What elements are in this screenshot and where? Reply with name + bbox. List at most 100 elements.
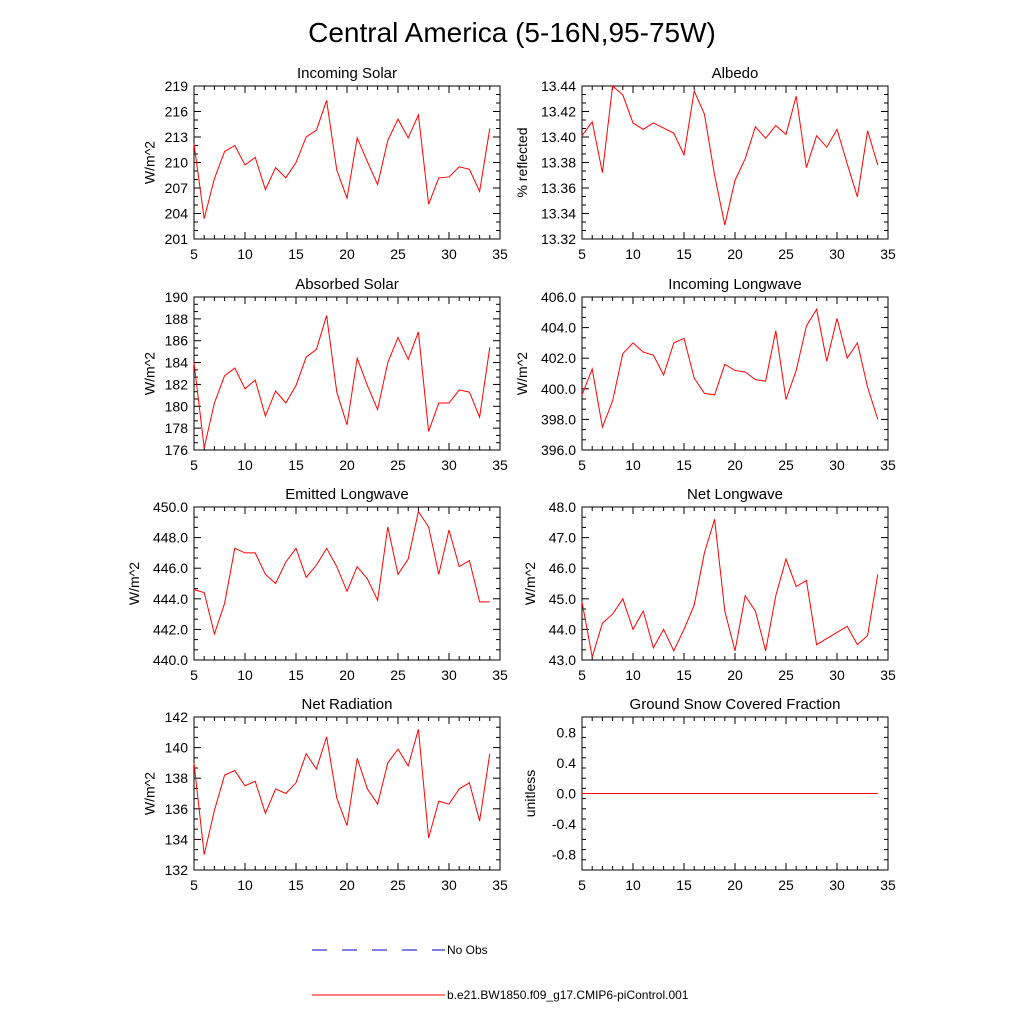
y-tick-label: 43.0: [549, 652, 576, 668]
x-tick-label: 35: [880, 457, 896, 473]
y-axis-label: W/m^2: [514, 352, 530, 395]
y-tick-label: 142: [165, 709, 189, 725]
y-tick-label: 13.32: [541, 231, 576, 247]
x-tick-label: 30: [829, 667, 845, 683]
panel-incoming-solar: Incoming Solar 5 10 15 20 25 30 35 201 204 207 210 2…: [142, 65, 508, 262]
series-line-b-e21-bw1850-f09-g17-cmip6-picontrol-001: [193, 510, 490, 636]
plot-frame: [193, 296, 501, 451]
x-tick-label: 25: [778, 457, 794, 473]
y-tick-label: 0.4: [557, 755, 577, 771]
x-tick-label: 10: [625, 877, 641, 893]
legend-label: No Obs: [447, 943, 488, 957]
x-tick-label: 25: [778, 877, 794, 893]
panel-ground-snow-covered-fraction: Ground Snow Covered Fraction 5 10 15 20 25 30 3…: [522, 696, 896, 893]
series-line-b-e21-bw1850-f09-g17-cmip6-picontrol-001: [581, 519, 879, 658]
x-tick-label: 20: [339, 457, 355, 473]
y-tick-label: 190: [165, 289, 189, 305]
y-tick-label: 180: [165, 398, 189, 414]
y-tick-label: 45.0: [549, 591, 576, 607]
x-tick-label: 35: [880, 667, 896, 683]
x-tick-label: 15: [288, 877, 304, 893]
panel-albedo: Albedo 5 10 15 20 25 30 35 13.32 13.34 13.36 13.38 1…: [514, 65, 896, 262]
y-tick-label: -0.4: [552, 816, 576, 832]
series-line-b-e21-bw1850-f09-g17-cmip6-picontrol-001: [193, 100, 491, 219]
panel-title: Net Longwave: [687, 486, 783, 503]
y-tick-label: 402.0: [541, 350, 576, 366]
x-tick-label: 15: [676, 246, 692, 262]
panel-title: Albedo: [712, 65, 759, 82]
x-tick-label: 25: [778, 246, 794, 262]
y-tick-label: 0.8: [557, 724, 577, 740]
x-tick-label: 25: [390, 457, 406, 473]
y-tick-label: 398.0: [541, 411, 576, 427]
y-tick-label: 188: [165, 311, 189, 327]
y-tick-label: 210: [165, 155, 189, 171]
x-tick-label: 5: [190, 667, 198, 683]
y-tick-label: 400.0: [541, 381, 576, 397]
x-tick-label: 5: [578, 457, 586, 473]
y-tick-label: 213: [165, 129, 189, 145]
y-tick-label: 442.0: [153, 621, 188, 637]
y-tick-label: 207: [165, 180, 189, 196]
x-tick-label: 15: [288, 667, 304, 683]
x-tick-label: 30: [829, 246, 845, 262]
series-line-b-e21-bw1850-f09-g17-cmip6-picontrol-001: [581, 307, 879, 429]
y-tick-label: 47.0: [549, 530, 576, 546]
y-tick-label: 204: [165, 206, 189, 222]
panel-net-longwave: Net Longwave 5 10 15 20 25 30 35 43.0 44.0 45.0 46.…: [522, 486, 896, 683]
panel-incoming-longwave: Incoming Longwave 5 10 15 20 25 30 35 396.0 398.0…: [514, 276, 896, 473]
y-tick-label: 450.0: [153, 499, 188, 515]
x-tick-label: 10: [237, 667, 253, 683]
figure-title: Central America (5-16N,95-75W): [308, 17, 716, 48]
x-tick-label: 30: [441, 246, 457, 262]
y-tick-label: 132: [165, 862, 189, 878]
y-tick-label: 404.0: [541, 320, 576, 336]
y-tick-label: 216: [165, 104, 189, 120]
y-tick-label: 178: [165, 420, 189, 436]
panel-title: Emitted Longwave: [285, 486, 408, 503]
x-tick-label: 35: [492, 877, 508, 893]
x-tick-label: 30: [829, 877, 845, 893]
x-tick-label: 30: [441, 457, 457, 473]
y-tick-label: 219: [165, 78, 189, 94]
x-tick-label: 20: [339, 877, 355, 893]
y-tick-label: 444.0: [153, 591, 188, 607]
x-tick-label: 35: [492, 667, 508, 683]
x-tick-label: 35: [880, 246, 896, 262]
panel-title: Ground Snow Covered Fraction: [630, 696, 841, 713]
x-tick-label: 5: [190, 457, 198, 473]
x-tick-label: 20: [727, 667, 743, 683]
x-tick-label: 25: [390, 667, 406, 683]
x-tick-label: 15: [676, 457, 692, 473]
y-tick-label: 406.0: [541, 289, 576, 305]
x-tick-label: 20: [339, 246, 355, 262]
y-tick-label: -0.8: [552, 847, 576, 863]
x-tick-label: 30: [829, 457, 845, 473]
x-tick-label: 30: [441, 667, 457, 683]
x-tick-label: 20: [339, 667, 355, 683]
x-tick-label: 20: [727, 246, 743, 262]
plot-frame: [581, 296, 889, 451]
y-tick-label: 446.0: [153, 560, 188, 576]
y-tick-label: 201: [165, 231, 189, 247]
x-tick-label: 5: [578, 877, 586, 893]
panels: Incoming Solar 5 10 15 20 25 30 35 201 204 207 210 2…: [126, 65, 896, 893]
x-tick-label: 25: [778, 667, 794, 683]
x-tick-label: 10: [625, 457, 641, 473]
x-tick-label: 10: [237, 246, 253, 262]
panel-net-radiation: Net Radiation 5 10 15 20 25 30 35 132 134 136 138 14…: [142, 696, 508, 893]
x-tick-label: 5: [578, 246, 586, 262]
y-tick-label: 13.44: [541, 78, 576, 94]
y-tick-label: 140: [165, 740, 189, 756]
legend-label: b.e21.BW1850.f09_g17.CMIP6-piControl.001: [447, 988, 689, 1002]
plot-frame: [193, 716, 501, 871]
panel-absorbed-solar: Absorbed Solar 5 10 15 20 25 30 35 176 178 180 182 1…: [142, 276, 508, 473]
x-tick-label: 10: [237, 457, 253, 473]
series-line-b-e21-bw1850-f09-g17-cmip6-picontrol-001: [581, 84, 879, 226]
y-axis-label: W/m^2: [142, 141, 158, 184]
y-tick-label: 186: [165, 333, 189, 349]
series-line-b-e21-bw1850-f09-g17-cmip6-picontrol-001: [193, 729, 491, 855]
y-tick-label: 44.0: [549, 621, 576, 637]
